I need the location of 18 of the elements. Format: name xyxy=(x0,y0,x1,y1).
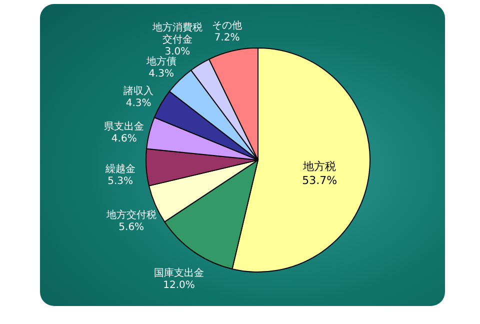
data-label: 4.3% xyxy=(126,98,152,109)
slice-label: その他 xyxy=(212,20,242,32)
data-label: 7.2% xyxy=(214,32,240,44)
data-label: 3.0% xyxy=(164,46,190,58)
data-label: 4.3% xyxy=(148,68,174,80)
slice-label: 地方債 xyxy=(145,56,176,68)
slice-label: 諸収入 xyxy=(124,84,154,97)
data-label: 4.6% xyxy=(111,134,137,145)
slice-label: 繰越金 xyxy=(104,163,136,176)
slice-label: 地方税 xyxy=(302,160,336,174)
data-label: 12.0% xyxy=(163,280,195,292)
data-label: 5.6% xyxy=(118,222,144,233)
data-label: 5.3% xyxy=(108,176,134,188)
data-label: 53.7% xyxy=(302,174,338,188)
slice-label: 国庫支出金 xyxy=(154,267,204,280)
slice-label: 県支出金 xyxy=(104,120,144,133)
slice-label: 地方交付税 xyxy=(105,208,156,221)
slice-label: 地方消費税交付金 xyxy=(151,22,202,46)
